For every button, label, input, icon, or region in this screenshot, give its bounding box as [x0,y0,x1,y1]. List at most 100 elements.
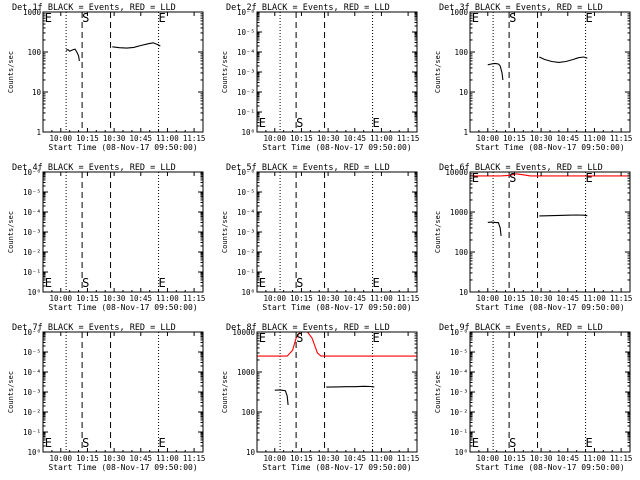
x-tick-label: 10:15 [76,454,99,463]
y-tick-label: 10⁻⁵ [23,348,41,357]
lld-series-line [257,332,417,357]
x-tick-label: 10:15 [290,294,313,303]
plot-frame [256,171,418,293]
x-tick-label: 10:30 [103,454,126,463]
y-tick-label: 10⁻² [23,408,41,417]
y-tick-label: 10⁻⁵ [237,28,255,37]
x-tick-label: 11:15 [397,134,420,143]
marker-label: E [373,276,380,290]
x-tick-label: 10:45 [343,134,366,143]
x-tick-label: 11:00 [583,294,606,303]
marker-label: E [159,11,166,25]
chart-title: Det 3f BLACK = Events, RED = LLD [439,3,603,13]
marker-label: E [45,276,52,290]
y-tick-label: 1 [36,128,41,137]
x-tick-label: 11:00 [583,454,606,463]
chart-title: Det 7f BLACK = Events, RED = LLD [12,323,176,333]
y-tick-label: 10⁻¹ [23,428,41,437]
x-axis-label: Start Time (08-Nov-17 09:50:00) [475,143,624,152]
x-tick-label: 10:30 [530,454,553,463]
y-tick-label: 10000 [445,168,468,177]
y-tick-label: 10⁻⁵ [450,348,468,357]
x-axis-label: Start Time (08-Nov-17 09:50:00) [262,143,411,152]
y-axis-label: Counts/sec [434,211,442,253]
x-tick-label: 11:15 [610,454,633,463]
plot-frame [42,11,204,133]
x-tick-label: 10:30 [317,454,340,463]
x-axis-label: Start Time (08-Nov-17 09:50:00) [262,463,411,472]
y-tick-label: 10 [32,88,42,97]
events-series-line [326,385,375,388]
x-tick-label: 10:15 [290,134,313,143]
x-tick-label: 10:00 [263,294,286,303]
marker-label: E [472,436,479,450]
y-tick-label: 10⁻⁵ [237,188,255,197]
marker-label: S [82,11,89,25]
y-tick-label: 100 [454,248,468,257]
y-tick-label: 10⁻² [237,88,255,97]
events-series-line [487,221,502,237]
x-tick-label: 10:30 [530,134,553,143]
events-series-line [274,389,289,406]
y-tick-label: 10⁻¹ [237,268,255,277]
x-axis-label: Start Time (08-Nov-17 09:50:00) [475,303,624,312]
marker-label: E [259,276,266,290]
x-tick-label: 10:45 [556,454,579,463]
x-tick-label: 10:45 [556,134,579,143]
plot-frame [256,11,418,133]
y-tick-label: 10 [459,288,469,297]
y-tick-label: 10⁰ [27,448,41,457]
chart-panel-det-6: Det 6f BLACK = Events, RED = LLD Counts/s… [434,163,632,312]
x-axis-label: Start Time (08-Nov-17 09:50:00) [475,463,624,472]
marker-label: S [82,436,89,450]
plot-frame [42,171,204,293]
y-tick-label: 10⁰ [454,448,468,457]
chart-panel-det-2: Det 2f BLACK = Events, RED = LLD Counts/s… [221,3,419,152]
marker-label: S [82,276,89,290]
chart-panel-det-8: Det 8f BLACK = Events, RED = LLD Counts/s… [221,323,419,472]
marker-label: E [373,116,380,130]
x-tick-label: 10:45 [129,134,152,143]
y-tick-label: 10⁻² [23,248,41,257]
marker-label: E [45,11,52,25]
chart-title: Det 5f BLACK = Events, RED = LLD [226,163,390,173]
marker-label: E [45,436,52,450]
x-tick-label: 10:45 [343,294,366,303]
x-tick-label: 11:15 [397,294,420,303]
y-tick-label: 10⁻³ [23,228,41,237]
marker-label: E [259,331,266,345]
y-tick-label: 10⁻⁶ [237,8,255,17]
marker-label: E [259,116,266,130]
x-tick-label: 10:15 [503,294,526,303]
chart-panel-det-5: Det 5f BLACK = Events, RED = LLD Counts/s… [221,163,419,312]
y-tick-label: 1 [463,128,468,137]
chart-panel-det-7: Det 7f BLACK = Events, RED = LLD Counts/s… [7,323,205,472]
y-tick-label: 1000 [23,8,42,17]
chart-title: Det 1f BLACK = Events, RED = LLD [12,3,176,13]
chart-panel-det-9: Det 9f BLACK = Events, RED = LLD Counts/s… [434,323,632,472]
marker-label: E [586,11,593,25]
y-tick-label: 10⁻⁶ [23,328,41,337]
y-tick-label: 10⁻⁴ [450,368,468,377]
y-axis-label: Counts/sec [221,211,229,253]
y-tick-label: 10⁻⁶ [23,168,41,177]
events-series-line [112,42,161,49]
marker-label: S [296,331,303,345]
y-axis-label: Counts/sec [7,51,15,93]
marker-label: S [509,11,516,25]
y-axis-label: Counts/sec [434,371,442,413]
x-tick-label: 10:00 [49,454,72,463]
y-tick-label: 100 [241,408,255,417]
x-tick-label: 10:15 [503,134,526,143]
y-tick-label: 10⁻⁶ [450,328,468,337]
y-tick-label: 10⁻³ [23,388,41,397]
x-tick-label: 10:45 [129,454,152,463]
y-axis-label: Counts/sec [221,371,229,413]
y-tick-label: 10⁻³ [237,68,255,77]
x-tick-label: 10:45 [343,454,366,463]
plot-frame [469,171,631,293]
x-tick-label: 11:00 [156,294,179,303]
chart-panel-det-4: Det 4f BLACK = Events, RED = LLD Counts/s… [7,163,205,312]
y-tick-label: 10⁻⁶ [237,168,255,177]
